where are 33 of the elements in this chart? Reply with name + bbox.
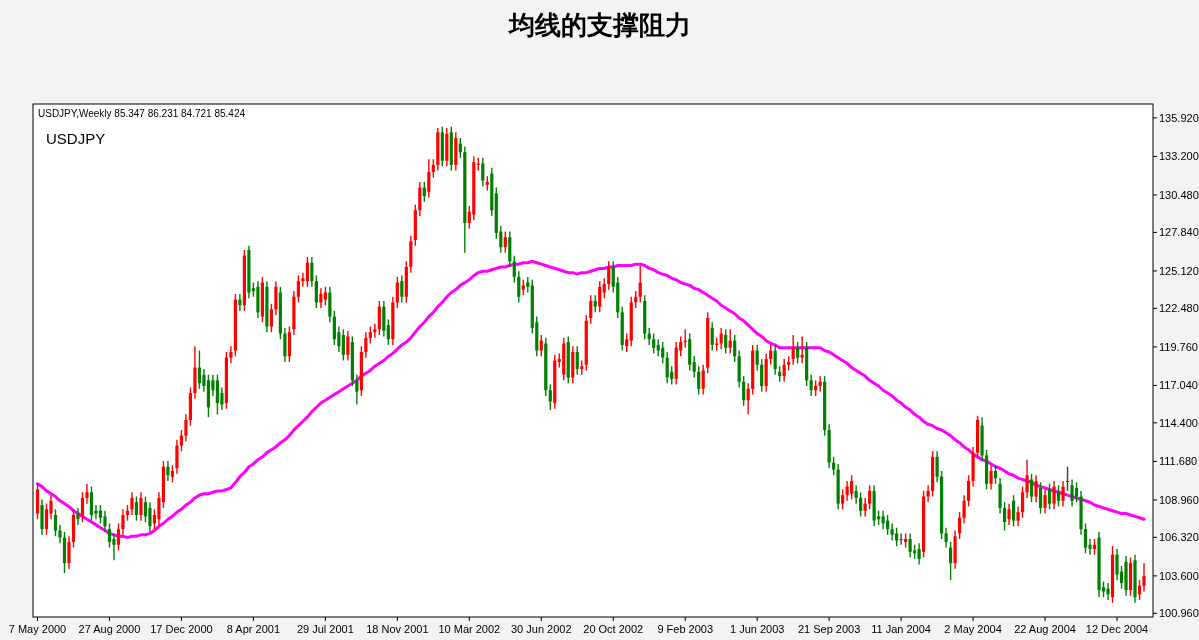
annotation: USDJPY bbox=[46, 130, 106, 147]
y-tick-label: 114.400 bbox=[1159, 416, 1198, 429]
x-tick-label: 22 Aug 2004 bbox=[1014, 623, 1076, 635]
x-tick-label: 10 Mar 2002 bbox=[438, 623, 501, 635]
y-tick-label: 122.480 bbox=[1159, 302, 1199, 315]
x-tick-label: 20 Oct 2002 bbox=[583, 623, 644, 635]
title: 均线的支撑阻力 bbox=[508, 10, 691, 40]
y-tick-label: 125.120 bbox=[1159, 264, 1199, 277]
y-tick-label: 135.920 bbox=[1159, 111, 1199, 124]
y-tick-label: 111.680 bbox=[1159, 455, 1198, 468]
x-tick-label: 21 Sep 2003 bbox=[797, 623, 861, 635]
x-tick-label: 12 Dec 2004 bbox=[1085, 623, 1149, 635]
y-tick-label: 133.200 bbox=[1159, 150, 1199, 163]
x-tick-label: 2 May 2004 bbox=[944, 623, 1002, 635]
x-tick-label: 27 Aug 2000 bbox=[78, 623, 141, 635]
y-tick-label: 108.960 bbox=[1159, 493, 1199, 506]
x-tick-label: 30 Jun 2002 bbox=[510, 623, 572, 635]
y-tick-label: 130.480 bbox=[1159, 188, 1199, 201]
x-tick-label: 9 Feb 2003 bbox=[657, 623, 714, 635]
x-tick-label: 29 Jul 2001 bbox=[296, 623, 354, 635]
y-tick-label: 100.960 bbox=[1159, 607, 1199, 620]
x-tick-label: 11 Jan 2004 bbox=[871, 623, 931, 635]
y-tick-label: 117.040 bbox=[1159, 379, 1198, 392]
x-tick-label: 17 Dec 2000 bbox=[150, 623, 213, 635]
y-tick-label: 106.320 bbox=[1159, 531, 1199, 544]
x-tick-label: 8 Apr 2001 bbox=[226, 623, 281, 635]
y-tick-label: 119.760 bbox=[1159, 340, 1198, 353]
y-tick-label: 127.840 bbox=[1159, 226, 1199, 239]
x-tick-label: 7 May 2000 bbox=[8, 623, 67, 635]
x-tick-label: 18 Nov 2001 bbox=[366, 623, 429, 635]
y-tick-label: 103.600 bbox=[1159, 569, 1199, 582]
annotation: USDJPY,Weekly 85.347 86.231 84.721 85.424 bbox=[38, 108, 245, 119]
x-tick-label: 1 Jun 2003 bbox=[729, 623, 785, 635]
